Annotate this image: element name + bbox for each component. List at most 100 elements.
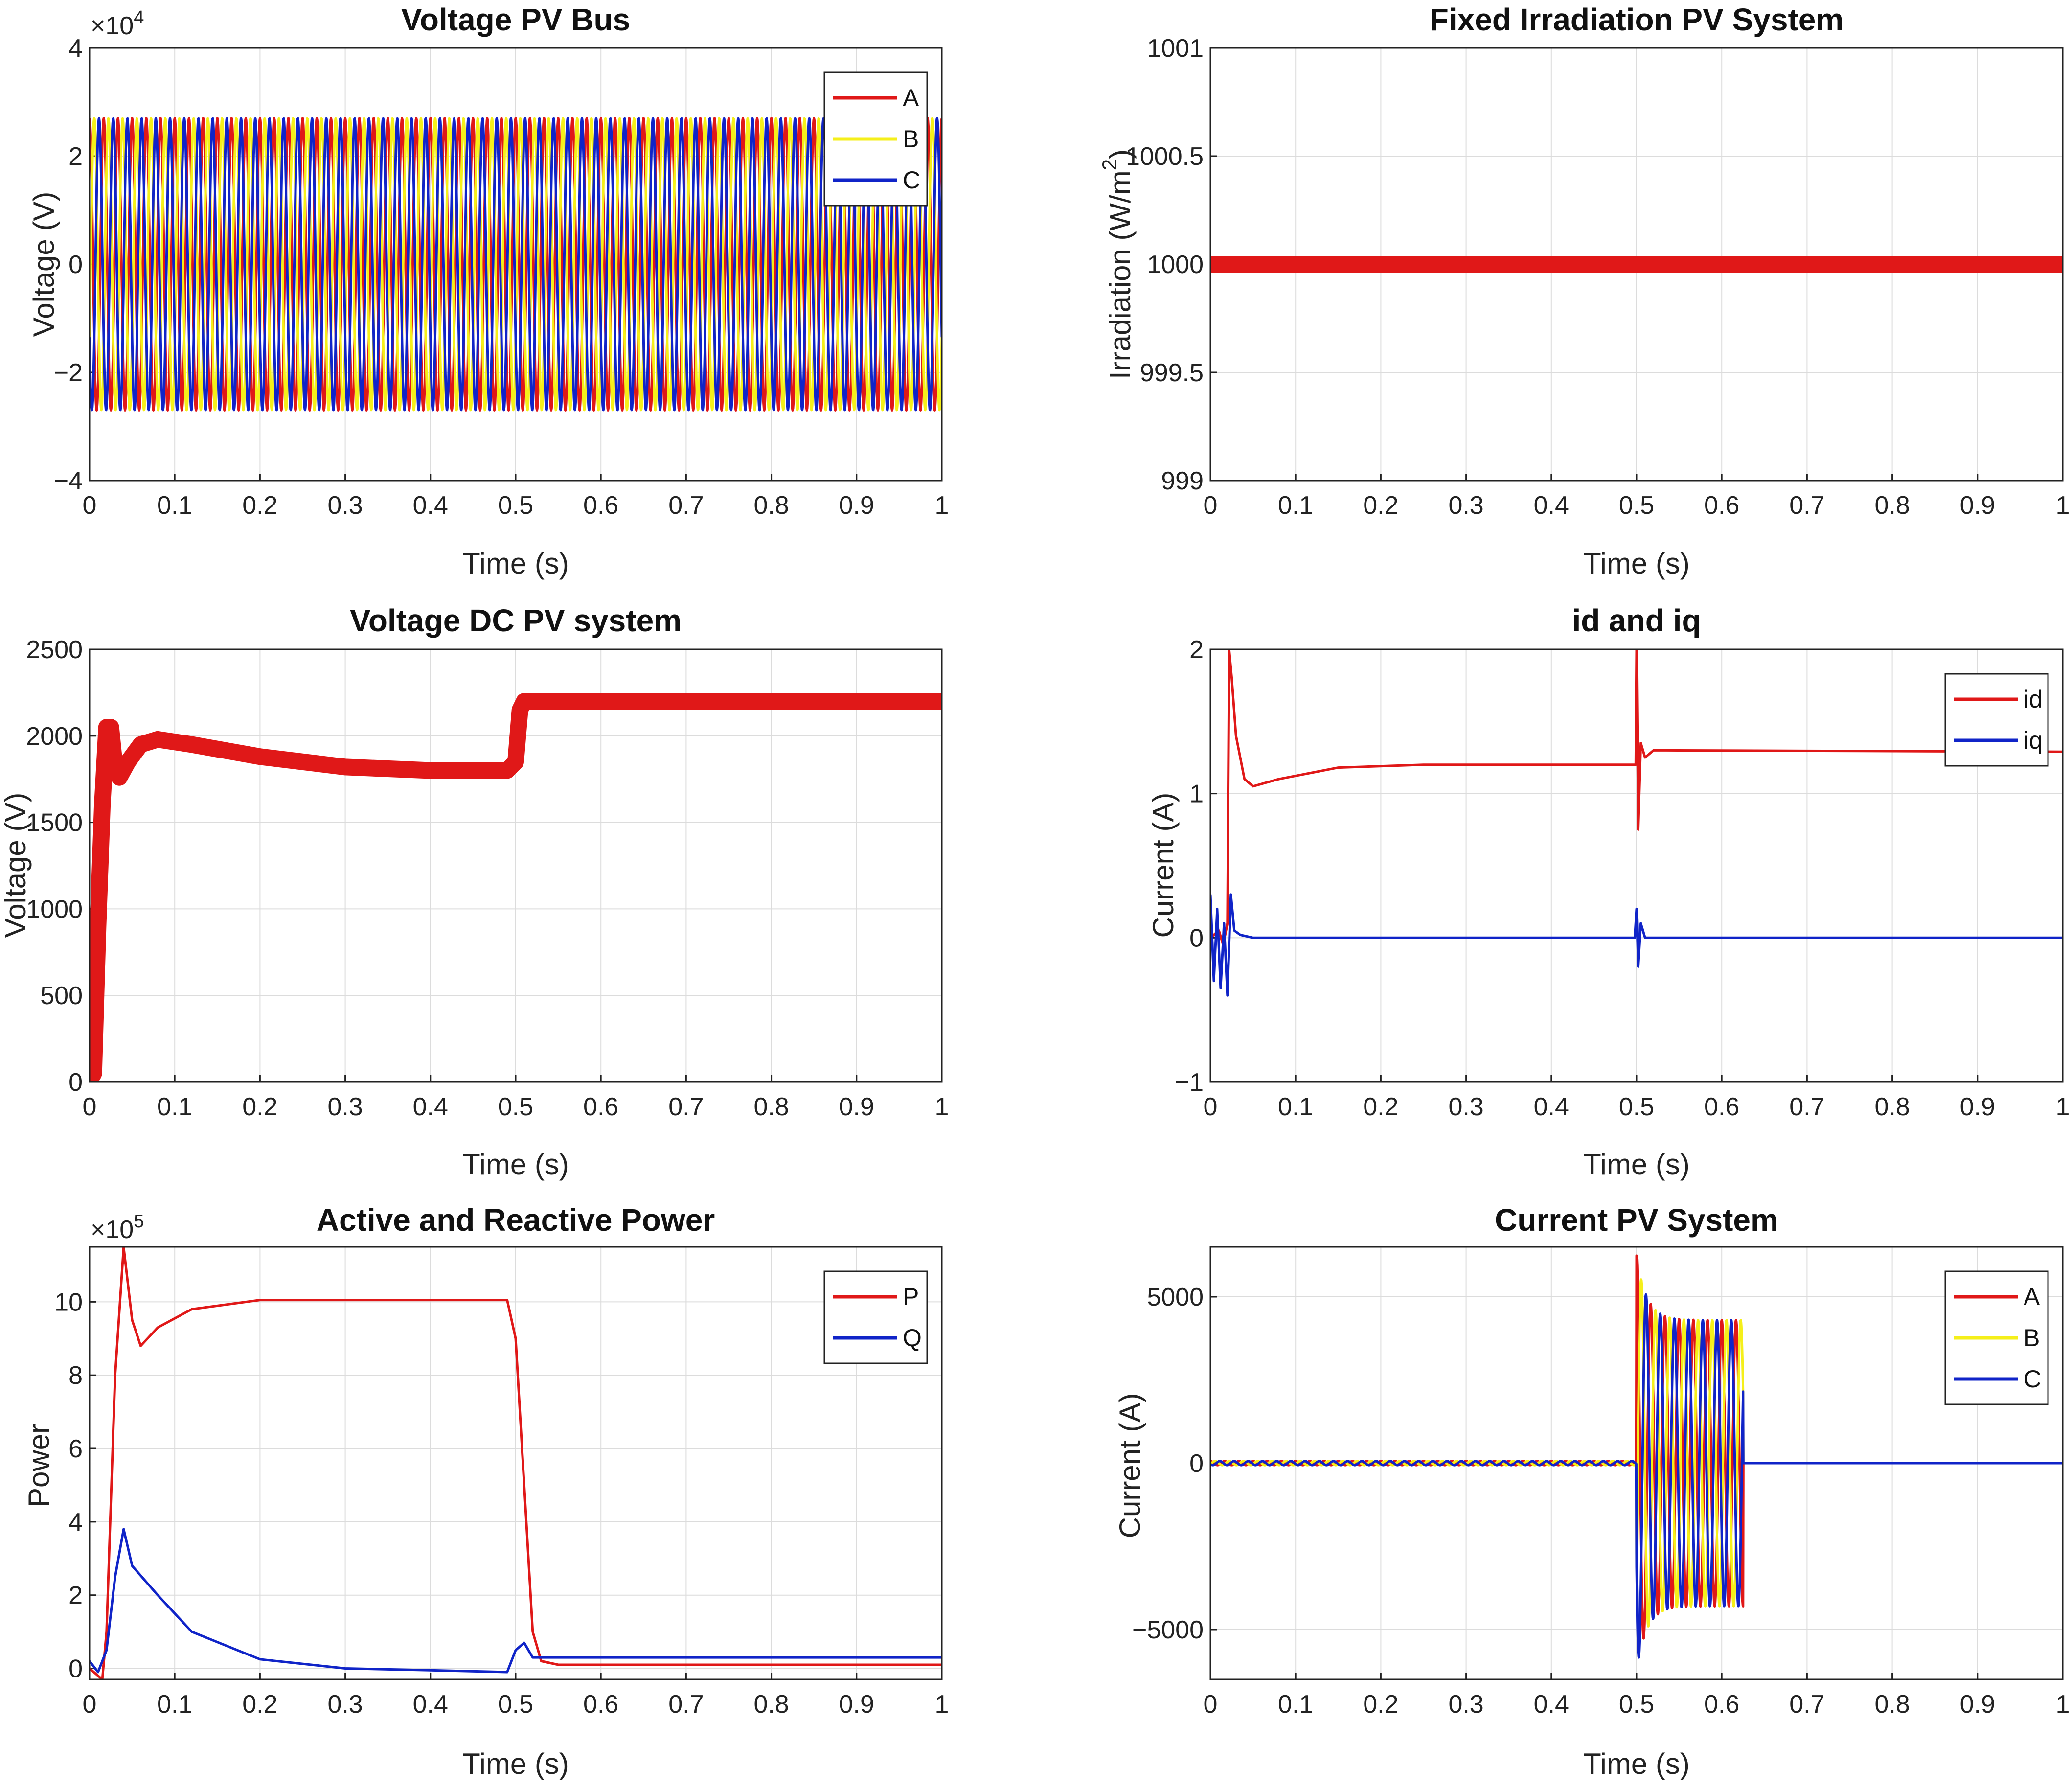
x-tick-label: 0.6 [583,491,618,520]
legend-label-b: B [2024,1324,2040,1352]
ylabel-voltage-pv-bus: Voltage (V) [27,192,60,337]
x-tick-label: 0.4 [413,491,448,520]
y-tick-label: 0 [68,1655,83,1683]
legend-label-b: B [903,125,919,153]
y-tick-label: 500 [40,982,83,1010]
plot-frame [89,47,943,482]
y-tick-label: 1 [1189,780,1204,808]
y-tick-label: 5000 [1147,1283,1204,1311]
legend-label-c: C [2024,1365,2041,1393]
ylabel-active-reactive-power: Power [23,1424,55,1507]
plot-frame [89,1246,943,1680]
legend-label-c: C [903,166,920,194]
x-tick-label: 0.7 [668,1093,704,1121]
x-tick-label: 0.6 [1704,1690,1739,1719]
x-tick-label: 0 [1204,1093,1218,1121]
x-tick-label: 0 [1204,1690,1218,1719]
y-tick-label: 1500 [26,809,83,837]
legend: ABC [1944,1270,2049,1405]
legend-label-p: P [903,1283,919,1310]
panel-voltage-dc: Voltage DC PV system Time (s) Voltage (V… [0,603,949,1181]
legend-box [1944,673,2049,767]
y-tick-label: 0 [68,251,83,279]
x-tick-label: 0.5 [498,1093,533,1121]
xlabel-active-reactive-power: Time (s) [462,1747,569,1780]
x-tick-label: 1 [935,1690,949,1719]
series-line-p [90,1247,942,1679]
x-tick-label: 0 [83,1690,97,1719]
series-line-a [90,117,942,412]
x-tick-label: 0.5 [1619,491,1654,520]
y-tick-label: 2000 [26,722,83,751]
x-tick-label: 0.7 [1789,1690,1824,1719]
y-tick-label: 1001 [1147,34,1204,63]
title-voltage-pv-bus: Voltage PV Bus [401,2,630,37]
x-tick-label: 0.5 [498,1690,533,1719]
plot-frame [1209,648,2064,1083]
title-id-iq: id and iq [1572,603,1701,638]
xlabel-fixed-irradiation: Time (s) [1583,547,1690,580]
xlabel-current-pv: Time (s) [1583,1747,1690,1780]
legend-label-id: id [2024,686,2043,713]
ylabel-id-iq: Current (A) [1147,793,1180,938]
series-line-q [90,1528,942,1674]
x-tick-label: 1 [2056,491,2070,520]
x-tick-label: 0.5 [1619,1093,1654,1121]
y-tick-label: 1000 [26,895,83,923]
title-voltage-dc: Voltage DC PV system [350,603,682,638]
x-tick-label: 0.6 [583,1690,618,1719]
y-tick-label: 2 [1189,636,1204,664]
x-tick-label: 0.7 [1789,1093,1824,1121]
y-tick-label: 2 [68,1582,83,1610]
panel-current-pv: Current PV System Time (s) Current (A) 0… [1114,1202,2070,1780]
x-tick-label: 0.8 [753,1690,789,1719]
xlabel-voltage-pv-bus: Time (s) [462,547,569,580]
legend-box [823,1270,928,1364]
legend-label-iq: iq [2024,727,2043,754]
x-tick-label: 0.7 [668,1690,704,1719]
y-tick-label: 999 [1161,467,1204,495]
y-tick-label: 2 [68,142,83,171]
ylabel-fixed-irradiation: Irradiation (W/m2) [1098,149,1137,379]
x-tick-label: 1 [2056,1093,2070,1121]
x-tick-label: 0.2 [242,1093,277,1121]
series-line-iq [1210,893,2063,997]
x-tick-label: 0 [83,491,97,520]
panel-active-reactive-power: Active and Reactive Power Time (s) Power… [23,1202,949,1780]
x-tick-label: 1 [935,1093,949,1121]
x-tick-label: 0.9 [1960,1093,1995,1121]
series-line-vdc [90,693,942,1082]
legend-label-a: A [2024,1283,2040,1310]
xlabel-voltage-dc: Time (s) [462,1148,569,1181]
y-tick-label: 0 [1189,924,1204,952]
legend-label-q: Q [903,1324,922,1352]
x-tick-label: 0.8 [753,1093,789,1121]
x-tick-label: 1 [2056,1690,2070,1719]
x-tick-label: 0.1 [1278,1093,1313,1121]
x-tick-label: 0.9 [839,491,874,520]
xlabel-id-iq: Time (s) [1583,1148,1690,1181]
legend: PQ [823,1270,928,1364]
x-tick-label: 0.2 [242,1690,277,1719]
x-tick-label: 0.7 [1789,491,1824,520]
x-tick-label: 0.5 [498,491,533,520]
x-tick-label: 0.4 [413,1690,448,1719]
legend-label-a: A [903,84,919,112]
y-tick-label: −2 [54,359,83,387]
y-tick-label: 6 [68,1435,83,1463]
x-tick-label: 0.6 [1704,491,1739,520]
y-tick-label: −1 [1175,1068,1204,1097]
exponent-voltage-pv-bus: ×104 [91,7,144,40]
y-tick-label: 2500 [26,636,83,664]
title-active-reactive-power: Active and Reactive Power [317,1202,715,1238]
y-tick-label: −4 [54,467,83,495]
plot-frame [1209,47,2064,482]
x-tick-label: 0.8 [1874,491,1910,520]
ylabel-voltage-dc: Voltage (V) [0,793,32,938]
x-tick-label: 0.1 [1278,491,1313,520]
legend: ABC [823,71,928,207]
series-line-c [1210,1293,2063,1659]
y-tick-label: 999.5 [1140,359,1204,387]
x-tick-label: 0.8 [1874,1093,1910,1121]
